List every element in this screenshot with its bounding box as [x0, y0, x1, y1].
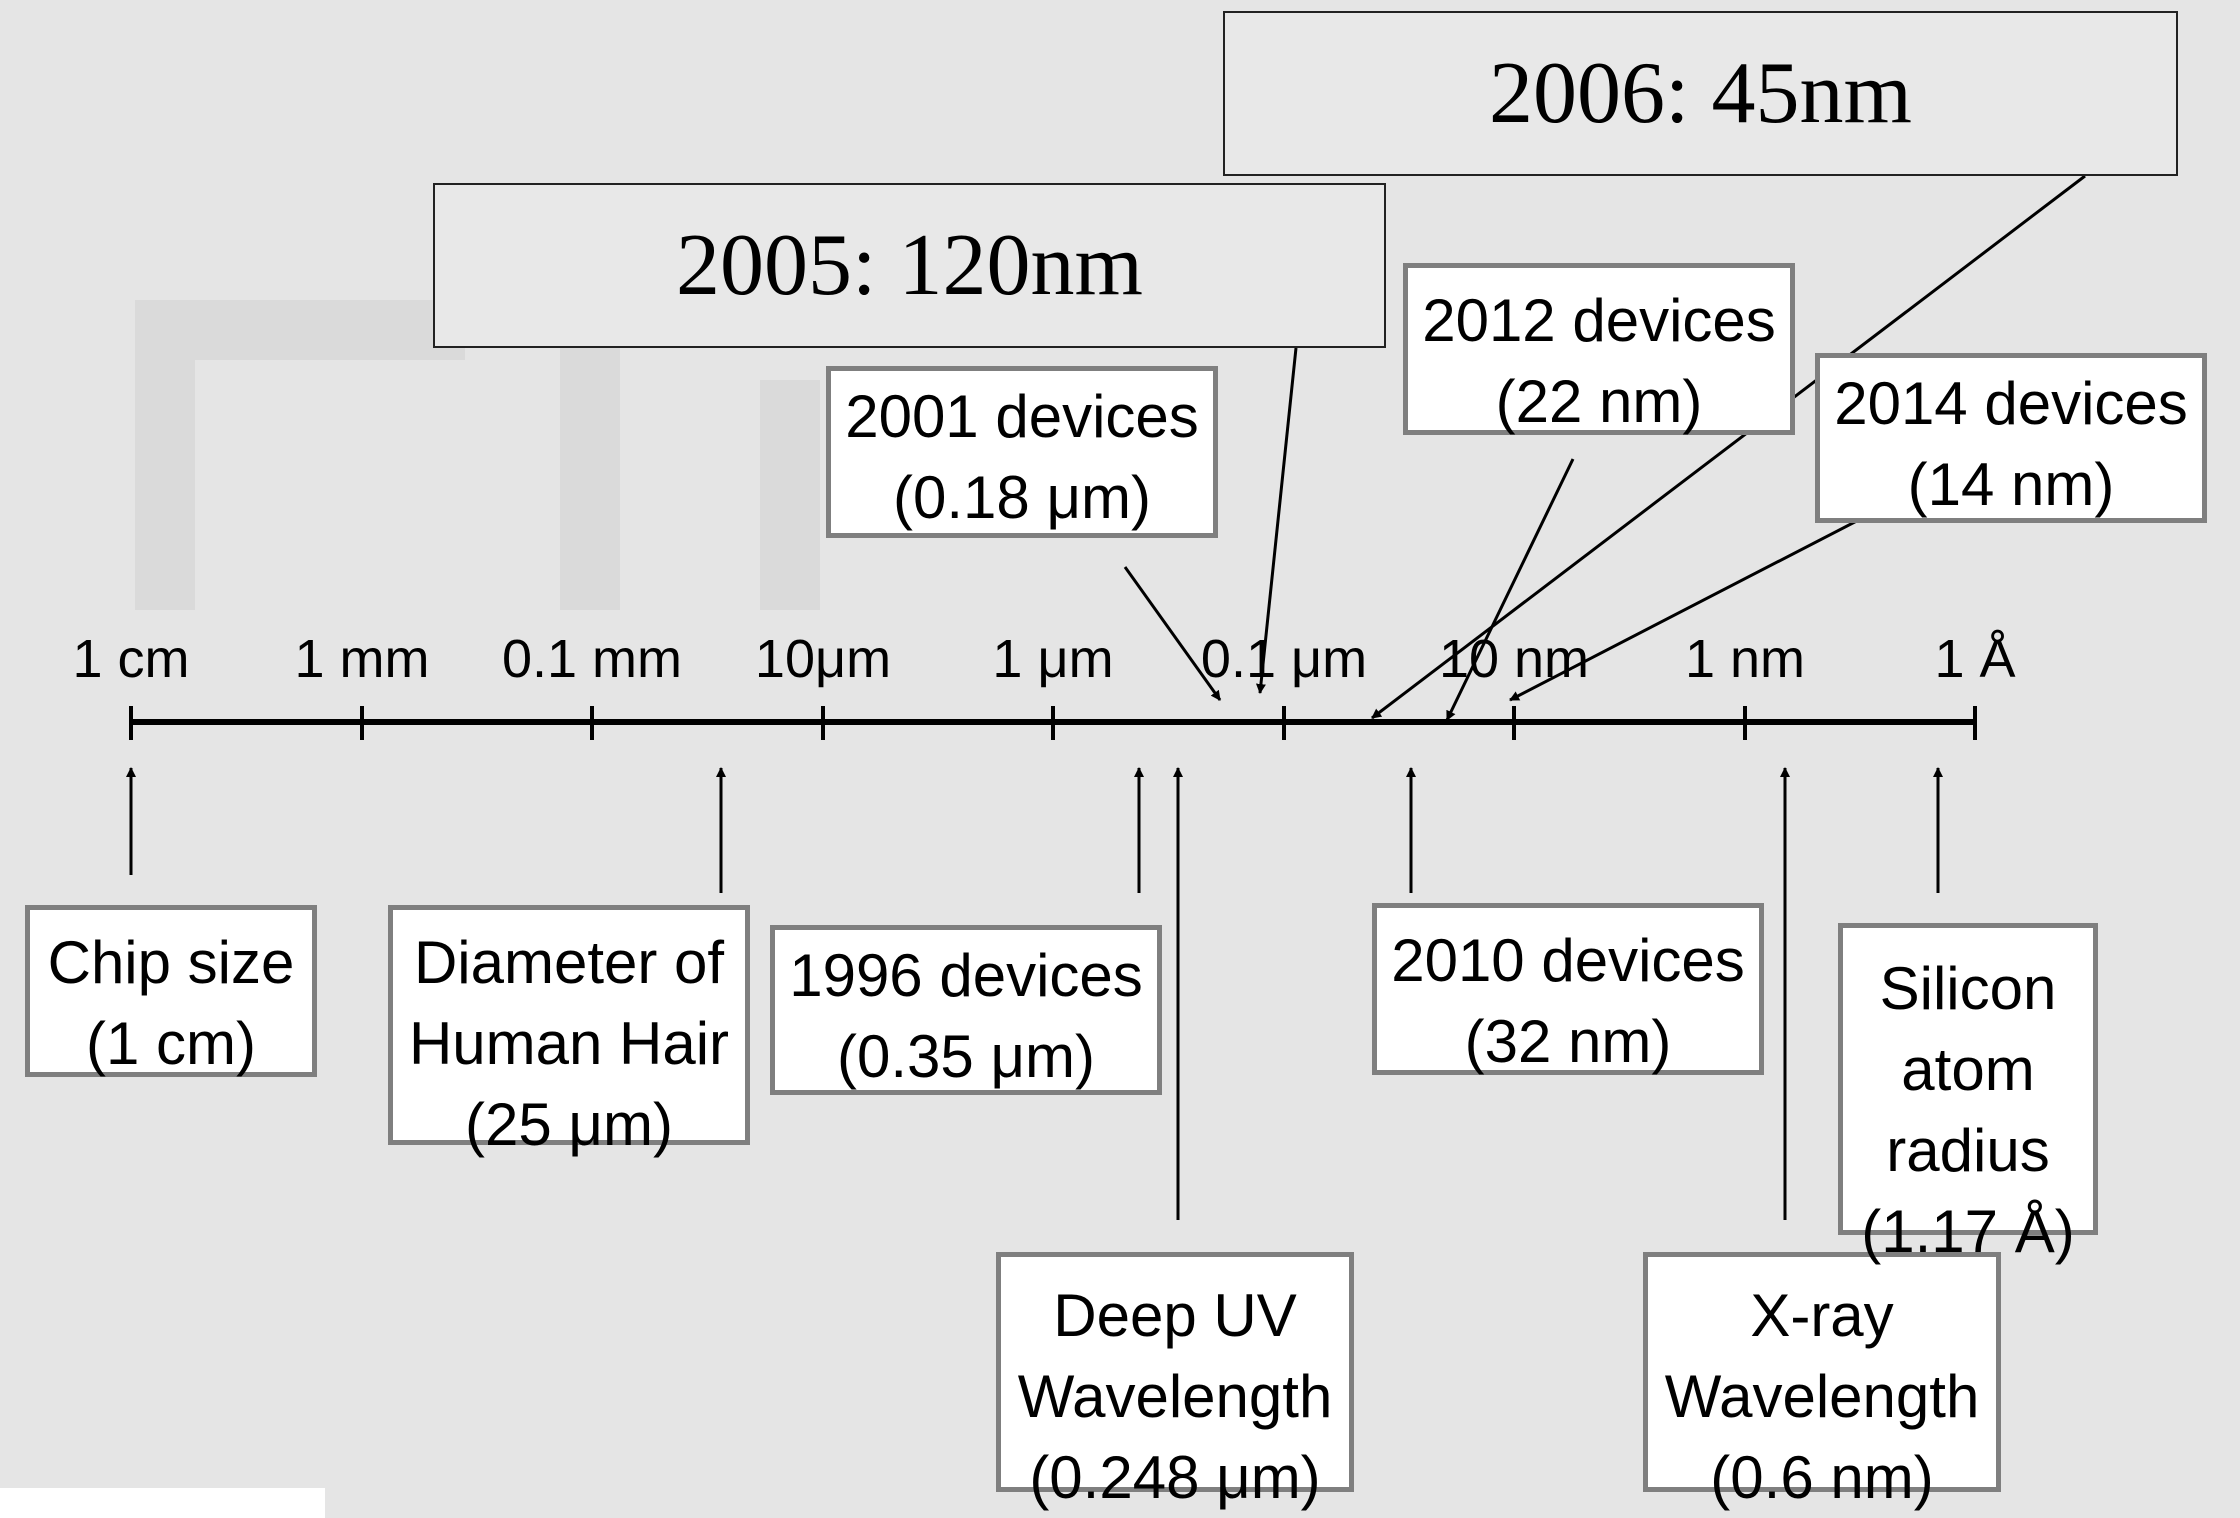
tick-label: 0.1 μm — [1200, 629, 1368, 689]
label-hair-line1: Diameter of — [413, 929, 725, 996]
label-xray-line3: (0.6 nm) — [1710, 1444, 1934, 1511]
label-2010-line1: 2010 devices — [1391, 927, 1745, 994]
label-2010-devices: 2010 devices (32 nm) — [1372, 903, 1764, 1075]
tick-label: 10μm — [754, 629, 892, 689]
callout-2005-text: 2005: 120nm — [676, 217, 1143, 314]
tick-label: 10 nm — [1438, 629, 1590, 689]
tick-label: 1 Å — [1934, 629, 2016, 689]
label-deepuv-line2: Wavelength — [1017, 1363, 1333, 1430]
label-chip-size: Chip size (1 cm) — [25, 905, 317, 1077]
label-2012-devices: 2012 devices (22 nm) — [1403, 263, 1795, 435]
label-2014-line1: 2014 devices — [1834, 370, 2188, 437]
tick-label: 1 cm — [72, 629, 190, 689]
label-hair-line3: (25 μm) — [465, 1091, 673, 1158]
label-1996-devices: 1996 devices (0.35 μm) — [770, 925, 1162, 1095]
label-2014-line2: (14 nm) — [1907, 451, 2115, 518]
label-chip-line2: (1 cm) — [86, 1010, 256, 1077]
arrows-below — [126, 767, 1943, 1220]
tick-label: 0.1 mm — [501, 629, 683, 689]
label-2014-devices: 2014 devices (14 nm) — [1815, 353, 2207, 523]
label-2012-line2: (22 nm) — [1495, 368, 1703, 435]
tick-label: 1 mm — [294, 629, 430, 689]
label-silicon-line1: Silicon — [1879, 955, 2057, 1022]
arrow-2012 — [1445, 458, 1575, 721]
label-chip-line1: Chip size — [47, 929, 295, 996]
label-1996-line1: 1996 devices — [789, 942, 1143, 1009]
label-silicon-line3: radius — [1886, 1117, 2050, 1184]
callout-2005: 2005: 120nm — [433, 183, 1386, 348]
label-hair-line2: Human Hair — [408, 1010, 730, 1077]
callout-2006: 2006: 45nm — [1223, 11, 2178, 176]
arrow-2005 — [1255, 347, 1298, 694]
label-silicon-line4: (1.17 Å) — [1861, 1198, 2075, 1265]
axis-ticks — [129, 706, 1977, 740]
tick-label: 1 μm — [992, 629, 1114, 689]
watermark — [135, 300, 465, 360]
label-deepuv-line3: (0.248 μm) — [1029, 1444, 1321, 1511]
label-silicon-atom: Silicon atom radius (1.17 Å) — [1838, 923, 2098, 1265]
label-x-ray: X-ray Wavelength (0.6 nm) — [1643, 1252, 2001, 1511]
callout-2006-text: 2006: 45nm — [1489, 45, 1912, 142]
label-2001-line2: (0.18 μm) — [893, 464, 1151, 531]
label-2001-line1: 2001 devices — [845, 383, 1199, 450]
label-xray-line2: Wavelength — [1664, 1363, 1980, 1430]
corner-patch — [0, 1488, 325, 1518]
label-deepuv-line1: Deep UV — [1053, 1282, 1297, 1349]
tick-label: 1 nm — [1684, 629, 1806, 689]
label-xray-line1: X-ray — [1750, 1282, 1894, 1349]
label-2010-line2: (32 nm) — [1464, 1008, 1672, 1075]
arrow-2001 — [1123, 566, 1222, 701]
label-2001-devices: 2001 devices (0.18 μm) — [826, 366, 1218, 538]
label-1996-line2: (0.35 μm) — [837, 1023, 1095, 1090]
label-2012-line1: 2012 devices — [1422, 287, 1776, 354]
watermark — [760, 380, 820, 610]
label-deep-uv: Deep UV Wavelength (0.248 μm) — [996, 1252, 1354, 1511]
label-silicon-line2: atom — [1901, 1036, 2035, 1103]
label-human-hair: Diameter of Human Hair (25 μm) — [388, 905, 750, 1158]
watermark — [560, 300, 620, 610]
